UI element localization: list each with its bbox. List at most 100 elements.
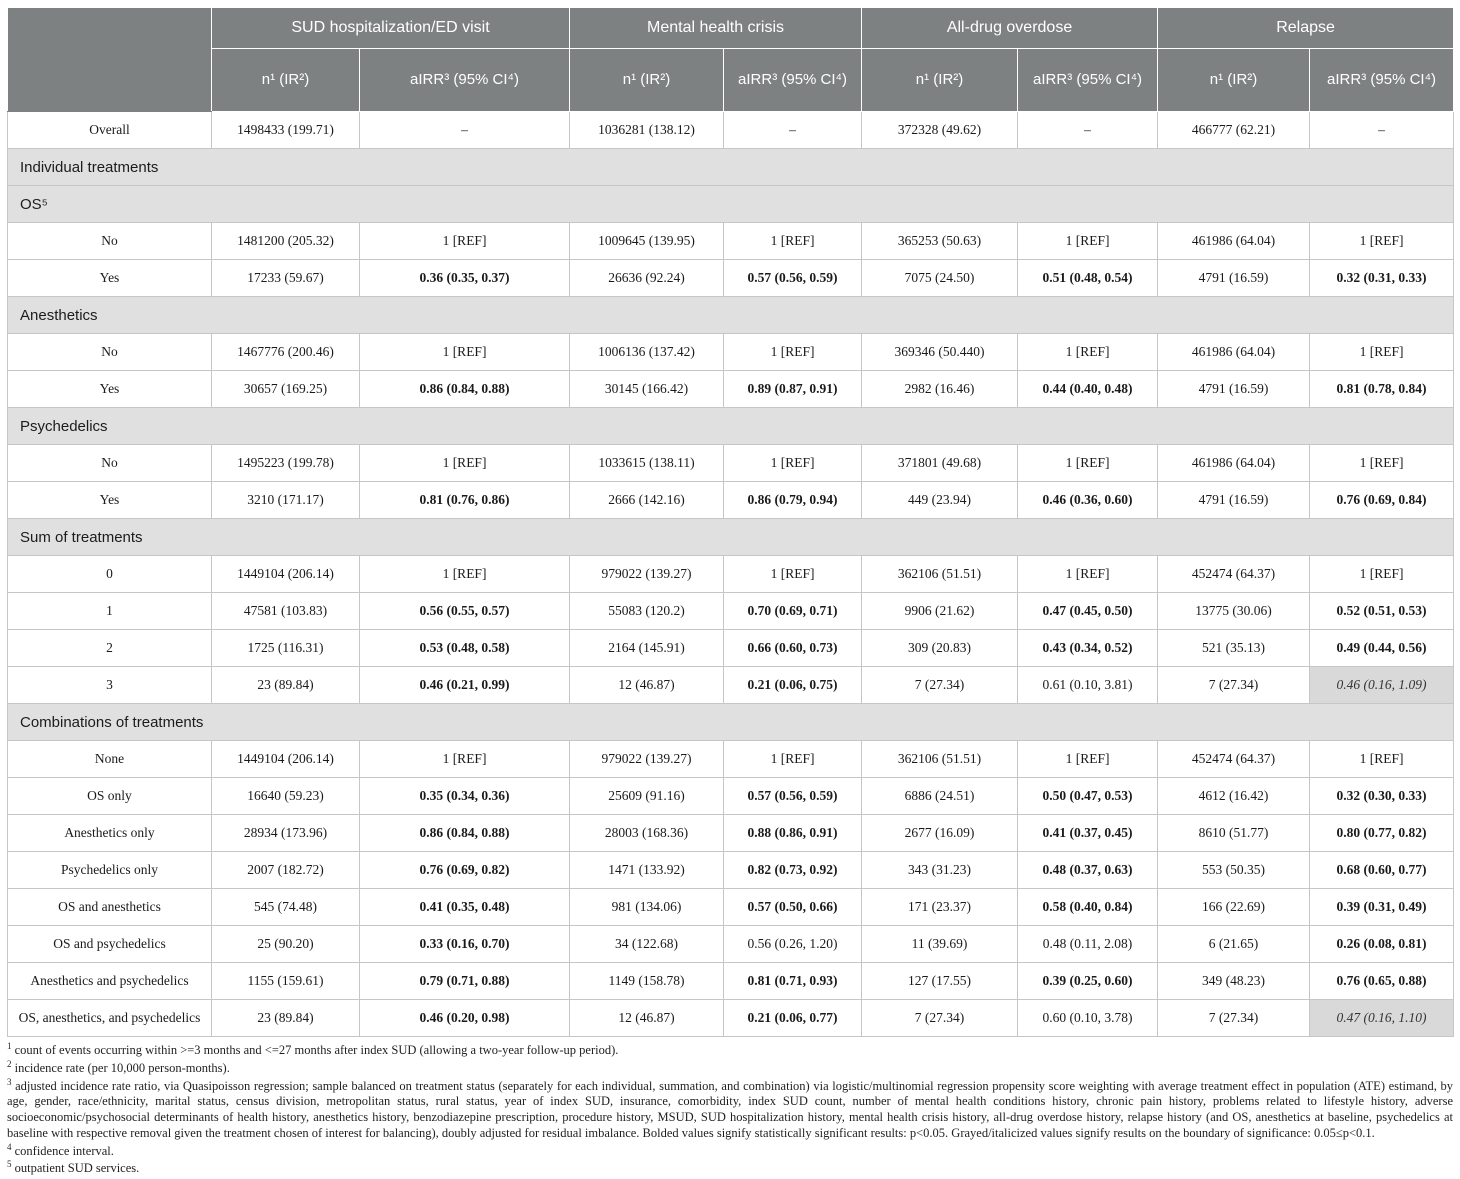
value-cell: 369346 (50.440) xyxy=(861,333,1019,371)
value-cell: 0.80 (0.77, 0.82) xyxy=(1309,814,1455,852)
value-cell: 1 [REF] xyxy=(723,740,863,778)
value-cell: 171 (23.37) xyxy=(861,888,1019,926)
value-cell: – xyxy=(358,111,571,149)
value-cell: 1481200 (205.32) xyxy=(211,222,360,260)
value-cell: 4791 (16.59) xyxy=(1157,481,1311,519)
value-cell: 1 [REF] xyxy=(1017,222,1159,260)
value-cell: 6 (21.65) xyxy=(1157,925,1311,963)
value-cell: 0.57 (0.50, 0.66) xyxy=(723,888,863,926)
value-cell: 461986 (64.04) xyxy=(1157,222,1311,260)
value-cell: 0.52 (0.51, 0.53) xyxy=(1309,592,1455,630)
value-cell: 4612 (16.42) xyxy=(1157,777,1311,815)
value-cell: 25 (90.20) xyxy=(211,925,360,963)
row-label: OS and psychedelics xyxy=(7,925,212,963)
value-cell: 1 [REF] xyxy=(358,740,571,778)
footnotes: 1 count of events occurring within >=3 m… xyxy=(7,1040,1453,1177)
table-row: Yes 3210 (171.17) 0.81 (0.76, 0.86) 2666 (1… xyxy=(7,481,1455,519)
value-cell: 0.46 (0.16, 1.09) xyxy=(1309,666,1455,704)
value-cell: 1036281 (138.12) xyxy=(569,111,725,149)
header-airr-mental-health: aIRR³ (95% CI⁴) xyxy=(723,48,863,112)
footnote: 2 incidence rate (per 10,000 person-mont… xyxy=(7,1058,230,1075)
header-airr-relapse: aIRR³ (95% CI⁴) xyxy=(1309,48,1455,112)
table-row: No 1467776 (200.46) 1 [REF] 1006136 (137.42… xyxy=(7,333,1455,371)
section-row: Psychedelics xyxy=(6,407,1455,445)
value-cell: 9906 (21.62) xyxy=(861,592,1019,630)
value-cell: 1 [REF] xyxy=(358,555,571,593)
value-cell: 0.32 (0.30, 0.33) xyxy=(1309,777,1455,815)
value-cell: 127 (17.55) xyxy=(861,962,1019,1000)
page: SUD hospitalization/ED visit Mental heal… xyxy=(6,7,1455,1177)
row-label: No xyxy=(7,333,212,371)
value-cell: 362106 (51.51) xyxy=(861,555,1019,593)
value-cell: 0.76 (0.69, 0.84) xyxy=(1309,481,1455,519)
value-cell: 8610 (51.77) xyxy=(1157,814,1311,852)
value-cell: 0.79 (0.71, 0.88) xyxy=(358,962,571,1000)
value-cell: 0.21 (0.06, 0.75) xyxy=(723,666,863,704)
footnote-marker: 1 xyxy=(7,1040,12,1051)
value-cell: 1149 (158.78) xyxy=(569,962,725,1000)
value-cell: 979022 (139.27) xyxy=(569,555,725,593)
row-label: OS and anesthetics xyxy=(7,888,212,926)
value-cell: 30145 (166.42) xyxy=(569,370,725,408)
row-label: Yes xyxy=(7,370,212,408)
value-cell: 0.21 (0.06, 0.77) xyxy=(723,999,863,1037)
value-cell: 0.58 (0.40, 0.84) xyxy=(1017,888,1159,926)
value-cell: 452474 (64.37) xyxy=(1157,740,1311,778)
value-cell: 7 (27.34) xyxy=(861,666,1019,704)
value-cell: 452474 (64.37) xyxy=(1157,555,1311,593)
value-cell: 0.46 (0.36, 0.60) xyxy=(1017,481,1159,519)
value-cell: 1449104 (206.14) xyxy=(211,740,360,778)
value-cell: 0.81 (0.71, 0.93) xyxy=(723,962,863,1000)
value-cell: 1449104 (206.14) xyxy=(211,555,360,593)
table-row: No 1481200 (205.32) 1 [REF] 1009645 (139.95… xyxy=(7,222,1455,260)
footnote-marker: 3 xyxy=(7,1076,12,1087)
value-cell: 0.47 (0.45, 0.50) xyxy=(1017,592,1159,630)
value-cell: 1 [REF] xyxy=(1017,555,1159,593)
value-cell: 0.53 (0.48, 0.58) xyxy=(358,629,571,667)
value-cell: 0.56 (0.26, 1.20) xyxy=(723,925,863,963)
value-cell: 521 (35.13) xyxy=(1157,629,1311,667)
value-cell: 0.86 (0.84, 0.88) xyxy=(358,814,571,852)
value-cell: 461986 (64.04) xyxy=(1157,333,1311,371)
value-cell: 0.51 (0.48, 0.54) xyxy=(1017,259,1159,297)
value-cell: 1 [REF] xyxy=(1309,444,1455,482)
value-cell: 25609 (91.16) xyxy=(569,777,725,815)
table-row: Yes 17233 (59.67) 0.36 (0.35, 0.37) 26636 (… xyxy=(7,259,1455,297)
value-cell: 1498433 (199.71) xyxy=(211,111,360,149)
value-cell: 0.39 (0.31, 0.49) xyxy=(1309,888,1455,926)
value-cell: 30657 (169.25) xyxy=(211,370,360,408)
value-cell: 0.88 (0.86, 0.91) xyxy=(723,814,863,852)
table-row: OS and anesthetics 545 (74.48) 0.41 (0.35,… xyxy=(7,888,1455,926)
value-cell: 0.86 (0.79, 0.94) xyxy=(723,481,863,519)
section-row: Individual treatments xyxy=(6,148,1455,186)
section-label: Anesthetics xyxy=(6,296,1455,334)
footnote: 4 confidence interval. xyxy=(7,1141,114,1158)
row-label: No xyxy=(7,222,212,260)
row-label: 1 xyxy=(7,592,212,630)
row-label: Overall xyxy=(7,111,212,149)
value-cell: 1 [REF] xyxy=(358,222,571,260)
table-row: None 1449104 (206.14) 1 [REF] 979022 (139.2… xyxy=(7,740,1455,778)
section-label: Sum of treatments xyxy=(6,518,1455,556)
value-cell: 1 [REF] xyxy=(1309,222,1455,260)
value-cell: 1 [REF] xyxy=(1017,740,1159,778)
value-cell: 7 (27.34) xyxy=(1157,999,1311,1037)
value-cell: 0.48 (0.11, 2.08) xyxy=(1017,925,1159,963)
footnote: 3 adjusted incidence rate ratio, via Qua… xyxy=(7,1076,1453,1140)
value-cell: 0.44 (0.40, 0.48) xyxy=(1017,370,1159,408)
value-cell: 4791 (16.59) xyxy=(1157,370,1311,408)
value-cell: 2677 (16.09) xyxy=(861,814,1019,852)
table-row: No 1495223 (199.78) 1 [REF] 1033615 (138.11… xyxy=(7,444,1455,482)
row-label: 3 xyxy=(7,666,212,704)
row-label: No xyxy=(7,444,212,482)
table-row: Psychedelics only 2007 (182.72) 0.76 (0.69… xyxy=(7,851,1455,889)
value-cell: 2007 (182.72) xyxy=(211,851,360,889)
table-row: Yes 30657 (169.25) 0.86 (0.84, 0.88) 30145 … xyxy=(7,370,1455,408)
header-corner-cell xyxy=(7,7,212,112)
section-label: Combinations of treatments xyxy=(6,703,1455,741)
table-row: OS only 16640 (59.23) 0.35 (0.34, 0.36) 256… xyxy=(7,777,1455,815)
section-row: Sum of treatments xyxy=(6,518,1455,556)
value-cell: 0.86 (0.84, 0.88) xyxy=(358,370,571,408)
header-sub-row: n¹ (IR²) aIRR³ (95% CI⁴) n¹ (IR²) aIRR³ … xyxy=(8,48,1455,112)
row-label: OS, anesthetics, and psychedelics xyxy=(7,999,212,1037)
